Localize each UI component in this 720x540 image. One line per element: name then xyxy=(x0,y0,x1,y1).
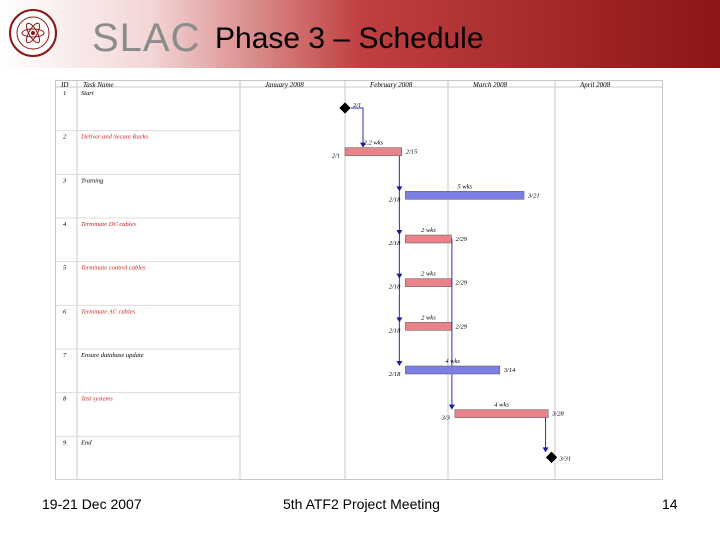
dependency-link xyxy=(351,107,364,147)
dependency-arrow-icon xyxy=(396,186,403,192)
task-end-label: 3/28 xyxy=(551,411,564,418)
gantt-row-id: 8 xyxy=(63,396,67,403)
task-duration-label: 2 wks xyxy=(421,314,436,321)
task-start-label: 2/18 xyxy=(389,284,401,291)
task-duration-label: 4 wks xyxy=(494,402,509,409)
gantt-row-id: 2 xyxy=(63,134,67,141)
task-start-label: 3/3 xyxy=(441,415,451,422)
slide-header: SLAC Phase 3 – Schedule xyxy=(0,0,720,68)
gantt-row-id: 6 xyxy=(63,308,67,315)
task-end-label: 3/21 xyxy=(527,192,540,199)
gantt-month-label: April 2008 xyxy=(579,81,611,89)
task-duration-label: 2 wks xyxy=(421,271,436,278)
gantt-task-name: Terminate DC cables xyxy=(81,221,136,228)
gantt-task-name: Terminate AC cables xyxy=(81,308,136,315)
gantt-task-name: Test systems xyxy=(81,396,113,403)
gantt-row-id: 9 xyxy=(63,439,67,446)
gantt-frame xyxy=(55,80,663,480)
task-end-label: 2/29 xyxy=(455,323,467,330)
gantt-row-id: 5 xyxy=(63,265,67,272)
gantt-task-name: Start xyxy=(81,90,94,97)
task-bar xyxy=(405,234,452,244)
task-bar xyxy=(344,147,402,156)
dependency-arrow-icon xyxy=(396,230,403,235)
task-duration-label: 2.2 wks xyxy=(364,140,384,147)
gantt-task-name: End xyxy=(80,439,92,446)
footer-meeting: 5th ATF2 Project Meeting xyxy=(283,496,440,512)
slide-title: Phase 3 – Schedule xyxy=(215,22,484,55)
task-duration-label: 4 wks xyxy=(445,358,460,365)
stanford-seal-icon xyxy=(9,9,57,57)
gantt-row-id: 3 xyxy=(62,177,67,184)
gantt-row-id: 1 xyxy=(63,90,66,97)
gantt-task-name: Ensure database update xyxy=(80,352,144,359)
milestone-label: 3/31 xyxy=(559,455,572,462)
task-start-label: 2/18 xyxy=(389,371,401,378)
gantt-task-name: Training xyxy=(81,177,104,184)
milestone-label: 2/1 xyxy=(353,102,361,109)
slac-logo-text: SLAC xyxy=(92,16,201,60)
task-end-label: 2/29 xyxy=(455,280,467,287)
task-duration-label: 5 wks xyxy=(457,183,472,190)
gantt-month-label: March 2008 xyxy=(472,81,508,89)
gantt-header-task: Task Name xyxy=(83,81,114,89)
task-bar xyxy=(405,365,501,375)
footer-date: 19-21 Dec 2007 xyxy=(42,496,142,512)
gantt-month-label: January 2008 xyxy=(265,81,304,89)
task-end-label: 2/29 xyxy=(455,236,467,243)
dependency-arrow-icon xyxy=(396,273,403,279)
task-start-label: 2/18 xyxy=(389,196,401,203)
milestone-diamond xyxy=(545,451,558,463)
dependency-arrow-icon xyxy=(448,404,455,410)
task-bar xyxy=(454,409,549,418)
task-end-label: 3/14 xyxy=(503,367,516,374)
task-end-label: 2/15 xyxy=(406,149,418,156)
task-bar xyxy=(405,278,452,287)
task-duration-label: 2 wks xyxy=(421,227,436,234)
gantt-row-id: 4 xyxy=(63,221,67,228)
dependency-arrow-icon xyxy=(360,142,366,148)
task-bar xyxy=(405,191,525,200)
task-bar xyxy=(405,322,452,331)
gantt-task-name: Deliver and Secure Racks xyxy=(80,134,149,141)
gantt-row-id: 7 xyxy=(63,352,67,359)
task-start-label: 2/18 xyxy=(389,240,401,247)
gantt-task-name: Terminate control cables xyxy=(81,265,146,272)
gantt-chart: ID Task Name January 2008 February 2008 Marc… xyxy=(55,80,663,480)
task-start-label: 2/18 xyxy=(389,327,401,334)
dependency-arrow-icon xyxy=(396,317,403,323)
gantt-header-id: ID xyxy=(60,81,68,89)
dependency-arrow-icon xyxy=(396,361,403,366)
gantt-month-label: February 2008 xyxy=(369,81,413,89)
footer-page-number: 14 xyxy=(662,496,678,512)
task-start-label: 2/1 xyxy=(332,153,340,160)
dependency-arrow-icon xyxy=(542,447,549,453)
